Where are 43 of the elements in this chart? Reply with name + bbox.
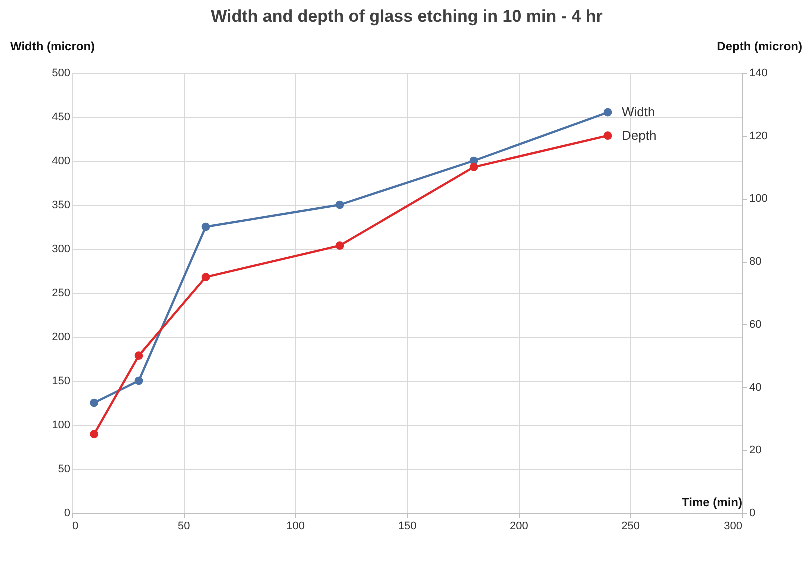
y2-tick-label: 60 <box>750 318 762 331</box>
point <box>202 273 210 282</box>
x-tick-label: 150 <box>398 520 417 532</box>
y-tick-label: 300 <box>52 244 70 256</box>
point <box>90 398 99 408</box>
y2-tick-label: 80 <box>750 256 762 268</box>
y-tick-label: 0 <box>64 508 70 520</box>
y-axis-title: Width (micron) <box>10 40 96 54</box>
point <box>604 132 612 140</box>
series-label: Depth <box>622 128 657 143</box>
point <box>336 242 344 250</box>
x-tick-label: 100 <box>286 520 306 532</box>
x-tick-label: 300 <box>724 520 742 532</box>
y2-tick-label: 0 <box>750 508 756 520</box>
chart-title: Width and depth of glass etching in 10 min - 4 hr <box>211 7 604 26</box>
point <box>470 163 478 172</box>
y-tick-label: 500 <box>52 68 70 80</box>
x-tick-label: 0 <box>72 520 79 532</box>
y-tick-label: 250 <box>52 288 70 300</box>
y-tick-label: 200 <box>52 332 70 344</box>
y2-axis-title: Depth (micron) <box>717 40 802 54</box>
y2-tick-label: 140 <box>750 68 768 80</box>
point <box>90 430 99 439</box>
point <box>336 200 344 210</box>
y2-tick-label: 40 <box>750 382 762 394</box>
y2-tick-label: 120 <box>750 130 768 142</box>
point <box>202 222 210 232</box>
point <box>134 352 144 360</box>
x-tick-label: 200 <box>510 520 528 532</box>
point <box>134 376 144 386</box>
x-tick-label: 50 <box>178 520 190 532</box>
y-tick-label: 350 <box>52 200 70 212</box>
y-tick-label: 150 <box>52 376 70 388</box>
y-tick-label: 450 <box>52 112 70 124</box>
point <box>604 108 612 117</box>
y2-tick-label: 100 <box>750 193 768 206</box>
y2-tick-label: 20 <box>750 444 762 457</box>
y-tick-label: 400 <box>52 156 70 168</box>
x-axis-title: Time (min) <box>682 496 742 510</box>
y-tick-label: 100 <box>52 420 70 432</box>
y-tick-label: 50 <box>58 464 70 476</box>
x-tick-label: 250 <box>622 520 640 532</box>
series-label: Width <box>622 104 656 120</box>
